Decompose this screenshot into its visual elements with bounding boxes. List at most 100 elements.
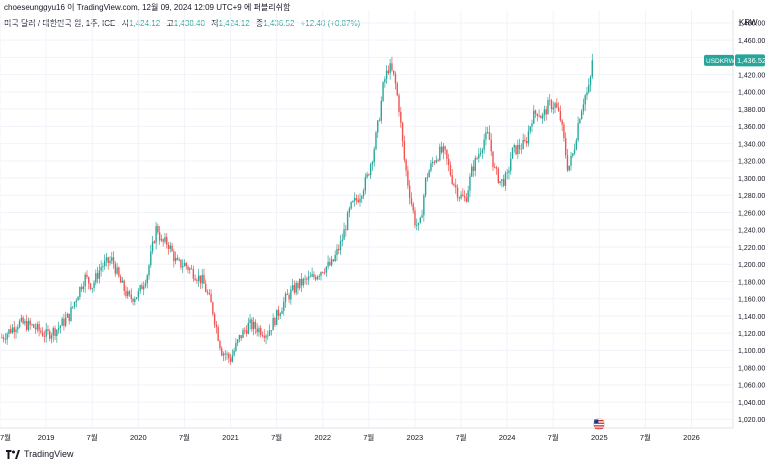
candle-body <box>103 260 106 267</box>
candle-body <box>238 335 241 340</box>
candle-body <box>123 280 125 291</box>
candle-body <box>130 294 132 299</box>
x-tick-label: 2026 <box>683 433 700 442</box>
footer-brand[interactable]: TradingView <box>6 449 74 459</box>
candle-body <box>549 100 551 102</box>
x-tick-label: 2022 <box>314 433 331 442</box>
candle-body <box>330 259 333 266</box>
candle-body <box>40 330 42 333</box>
candle-body <box>265 335 267 338</box>
candle-body <box>64 317 67 326</box>
candle-body <box>586 92 588 96</box>
x-tick-label: 7월 <box>87 432 98 442</box>
candle-body <box>167 244 170 249</box>
candle-body <box>93 282 95 289</box>
y-tick-label: 1,360.00 <box>738 124 765 131</box>
candle-body <box>524 139 526 142</box>
candle-body <box>43 335 46 337</box>
candle-body <box>231 355 234 362</box>
x-tick-label: 7월 <box>363 432 374 442</box>
candle-body <box>437 159 439 161</box>
candle-body <box>178 259 180 261</box>
candle-body <box>284 293 287 302</box>
candle-body <box>506 172 508 174</box>
candle-body <box>158 232 161 241</box>
candle-body <box>481 149 484 153</box>
chart-grid <box>0 10 733 428</box>
candle-body <box>432 161 434 164</box>
candle-body <box>352 201 354 203</box>
candle-body <box>201 274 203 284</box>
candle-body <box>118 267 120 277</box>
candle-body <box>346 212 349 231</box>
candle-body <box>279 313 281 316</box>
candle-body <box>189 268 191 270</box>
candle-body <box>559 110 562 121</box>
candle-body <box>45 329 47 337</box>
candle-body <box>6 333 8 340</box>
candle-body <box>515 145 517 155</box>
candle-body <box>334 254 336 261</box>
candle-body <box>465 197 468 202</box>
candle-body <box>183 262 186 267</box>
candle-body <box>116 267 118 274</box>
candle-body <box>166 237 168 245</box>
candle-body <box>314 277 317 280</box>
candle-body <box>458 197 461 199</box>
candle-body <box>91 288 93 289</box>
candle-body <box>256 328 258 333</box>
candle-body <box>275 309 278 325</box>
candle-body <box>137 291 140 298</box>
candle-body <box>242 330 244 339</box>
candle-body <box>73 301 76 307</box>
candle-body <box>88 277 90 284</box>
us-flag-icon[interactable] <box>593 418 605 430</box>
y-tick-label: 1,160.00 <box>738 297 765 304</box>
candle-body <box>290 289 292 300</box>
candle-body <box>217 327 219 341</box>
candle-body <box>286 293 289 295</box>
candle-body <box>545 109 547 115</box>
candle-body <box>125 290 127 297</box>
candle-body <box>249 319 251 324</box>
candle-body <box>100 267 102 271</box>
candle-body <box>80 286 83 290</box>
candle-body <box>449 164 452 176</box>
price-axis[interactable]: 1,020.00 1,040.00 1,060.00 1,080.00 1,100.00… <box>738 21 765 424</box>
candle-body <box>362 190 365 197</box>
candle-body <box>132 298 134 302</box>
candle-body <box>151 241 154 252</box>
time-axis[interactable]: 7월 2019 7월 2020 7월 2021 7월 2022 7월 2023 7월 2024 7월 20… <box>0 432 700 442</box>
candle-body <box>580 111 583 120</box>
candle-body <box>552 107 554 110</box>
candle-body <box>96 273 99 279</box>
candle-body <box>584 95 586 105</box>
symbol-title: 미국 달러 / 대한민국 원, 1주, ICE <box>4 19 116 28</box>
candle-body <box>563 124 565 139</box>
candle-body <box>504 173 507 186</box>
candle-body <box>50 335 53 339</box>
candle-body <box>531 123 533 127</box>
candle-body <box>105 257 108 261</box>
candle-body <box>171 245 173 252</box>
y-tick-label: 1,180.00 <box>738 279 765 286</box>
candle-body <box>29 320 31 325</box>
candle-body <box>361 196 363 199</box>
candle-body <box>77 296 79 301</box>
candle-body <box>568 165 570 171</box>
x-tick-label: 7월 <box>455 432 466 442</box>
candle-body <box>345 229 347 231</box>
x-tick-label: 2020 <box>130 433 147 442</box>
candle-body <box>472 166 475 171</box>
candle-body <box>403 141 406 160</box>
candle-body <box>49 330 51 339</box>
candle-body <box>373 149 375 163</box>
candle-body <box>476 158 478 159</box>
candle-body <box>550 100 553 110</box>
candle-body <box>433 161 436 163</box>
candle-body <box>369 164 372 175</box>
x-tick-label: 2025 <box>591 433 608 442</box>
candle-body <box>302 278 304 286</box>
y-tick-label: 1,260.00 <box>738 210 765 217</box>
